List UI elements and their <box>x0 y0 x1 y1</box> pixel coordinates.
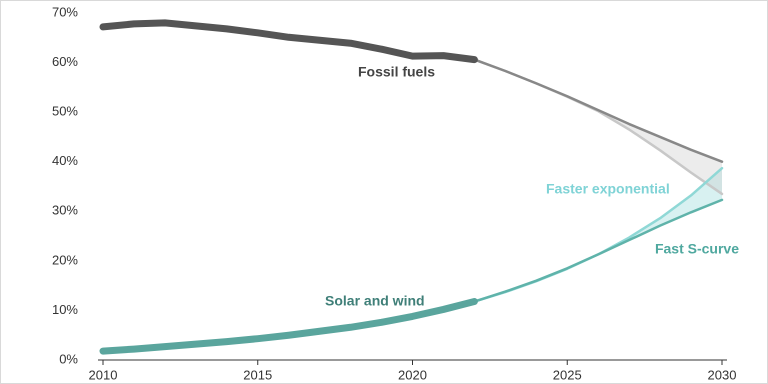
series-label: Solar and wind <box>325 293 425 309</box>
y-tick-label: 30% <box>52 203 78 218</box>
y-tick-label: 50% <box>52 104 78 119</box>
x-tick-label: 2010 <box>89 367 118 382</box>
y-tick-label: 20% <box>52 252 78 267</box>
y-tick-label: 70% <box>52 4 78 19</box>
x-tick-label: 2015 <box>243 367 272 382</box>
series-label: Fossil fuels <box>358 64 435 80</box>
y-tick-label: 40% <box>52 153 78 168</box>
series-label: Fast S-curve <box>655 241 739 257</box>
series-line <box>473 58 724 163</box>
series-label: Faster exponential <box>546 181 670 197</box>
y-tick-label: 0% <box>59 351 78 366</box>
series-line <box>473 198 724 303</box>
x-tick-label: 2020 <box>398 367 427 382</box>
y-tick-label: 10% <box>52 302 78 317</box>
x-tick-label: 2025 <box>553 367 582 382</box>
series-line <box>99 298 478 355</box>
y-tick-label: 60% <box>52 54 78 69</box>
x-tick-label: 2030 <box>708 367 737 382</box>
series-line <box>99 19 478 64</box>
